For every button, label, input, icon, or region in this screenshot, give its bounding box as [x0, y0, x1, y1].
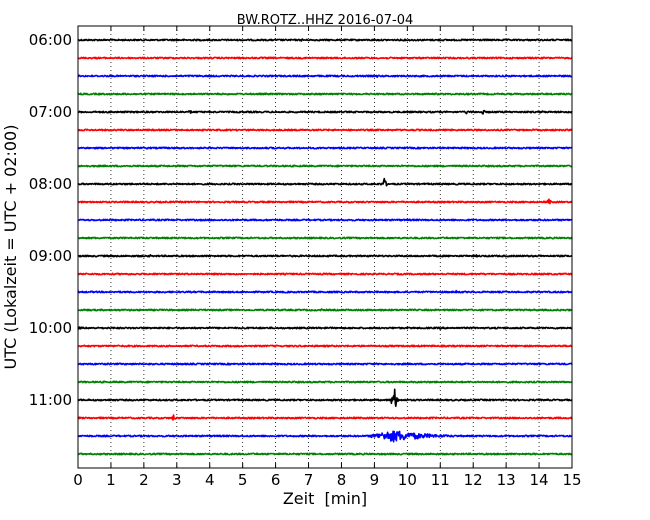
x-tick-label: 12 — [464, 471, 483, 489]
y-tick-label: 08:00 — [29, 175, 72, 193]
x-tick-label: 13 — [497, 471, 516, 489]
trace-line — [77, 452, 573, 456]
trace-line — [77, 164, 573, 168]
trace-line — [77, 414, 573, 421]
trace-line — [77, 92, 573, 96]
y-tick-label: 06:00 — [29, 31, 72, 49]
x-tick-label: 11 — [431, 471, 450, 489]
x-tick-label: 0 — [73, 471, 83, 489]
trace-line — [77, 74, 573, 78]
trace-line — [77, 388, 573, 408]
y-tick-label: 09:00 — [29, 247, 72, 265]
x-axis-label: Zeit [min] — [283, 489, 367, 508]
x-tick-label: 4 — [205, 471, 215, 489]
trace-line — [77, 56, 573, 60]
trace-line — [77, 289, 573, 294]
trace-line — [77, 430, 573, 443]
trace-line — [77, 109, 573, 115]
trace-line — [77, 254, 573, 258]
trace-line — [77, 198, 573, 205]
x-tick-label: 2 — [139, 471, 149, 489]
trace-line — [77, 362, 573, 366]
x-tick-label: 1 — [106, 471, 116, 489]
trace-line — [77, 177, 573, 187]
traces — [77, 38, 573, 456]
trace-line — [77, 326, 573, 330]
grid — [110, 26, 540, 468]
trace-line — [77, 146, 573, 150]
x-tick-label: 9 — [370, 471, 380, 489]
trace-line — [77, 344, 573, 348]
trace-line — [77, 308, 573, 312]
y-tick-label: 11:00 — [29, 391, 72, 409]
x-axis: 0 1 2 3 4 5 6 7 8 9 10 11 12 13 14 15 — [73, 26, 582, 489]
trace-line — [77, 236, 573, 240]
x-tick-label: 5 — [238, 471, 248, 489]
plot-frame — [77, 25, 573, 469]
x-tick-label: 6 — [271, 471, 281, 489]
trace-line — [77, 38, 573, 42]
x-tick-label: 15 — [562, 471, 581, 489]
x-tick-label: 8 — [337, 471, 347, 489]
trace-line — [77, 380, 573, 384]
x-tick-label: 7 — [304, 471, 314, 489]
y-tick-label: 10:00 — [29, 319, 72, 337]
trace-line — [77, 272, 573, 276]
trace-line — [77, 128, 573, 132]
y-tick-label: 07:00 — [29, 103, 72, 121]
y-axis: 06:00 07:00 08:00 09:00 10:00 11:00 — [29, 31, 572, 409]
trace-line — [77, 218, 573, 222]
x-tick-label: 10 — [398, 471, 417, 489]
x-tick-label: 3 — [172, 471, 182, 489]
x-tick-label: 14 — [530, 471, 549, 489]
y-axis-label: UTC (Lokalzeit = UTC + 02:00) — [1, 125, 20, 370]
chart-title: BW.ROTZ..HHZ 2016-07-04 — [237, 13, 413, 28]
